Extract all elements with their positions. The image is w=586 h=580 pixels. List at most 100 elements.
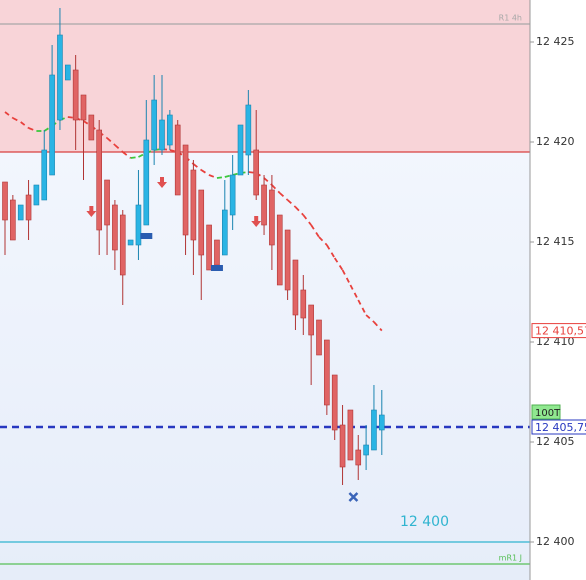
candle-body: [49, 74, 55, 176]
candle-body: [190, 169, 197, 241]
level-label: R1 4h: [499, 14, 522, 23]
moving-average: [138, 152, 147, 158]
candle-body: [80, 94, 87, 121]
price-label: 12 405,75: [535, 421, 586, 434]
y-tick-label: 12 400: [536, 535, 575, 548]
moving-average: [294, 206, 304, 216]
candle-body: [10, 199, 16, 241]
y-tick-label: 12 425: [536, 35, 575, 48]
moving-average: [318, 236, 328, 246]
candle-body: [324, 339, 330, 406]
signal-cross: [348, 492, 359, 502]
candle-body: [300, 289, 307, 319]
price-box: [531, 419, 586, 435]
sell-arrow: [86, 206, 97, 217]
moving-average: [28, 127, 37, 132]
level-label: 12 400: [400, 514, 449, 530]
candle-body: [284, 229, 291, 291]
moving-average: [357, 299, 367, 316]
moving-average: [287, 199, 297, 208]
moving-average: [83, 120, 92, 127]
candle-body: [214, 239, 220, 266]
moving-average: [4, 111, 14, 119]
candle-body: [245, 104, 252, 156]
y-tick-label: 12 420: [536, 135, 575, 148]
candle-body: [167, 114, 173, 146]
moving-average: [43, 125, 53, 132]
candle-body: [41, 149, 48, 201]
moving-average: [302, 214, 312, 226]
moving-average: [67, 116, 76, 119]
moving-average: [326, 244, 336, 259]
moving-average: [200, 169, 210, 176]
candle-body: [261, 184, 267, 226]
moving-average: [122, 151, 132, 159]
ma-label: 12 410,57: [535, 325, 586, 338]
moving-average: [341, 269, 352, 286]
moving-average: [373, 321, 383, 332]
candle-body: [253, 149, 259, 196]
candle-body: [347, 409, 354, 461]
y-tick-label: 12 405: [536, 435, 575, 448]
candle-body: [371, 409, 377, 451]
candle-body: [127, 239, 134, 246]
candle-body: [96, 129, 102, 231]
candle-body: [88, 114, 95, 141]
level-label: mR1 J: [499, 554, 522, 563]
y-tick-label: 12 410: [536, 335, 575, 348]
resistance-zone: [0, 0, 530, 152]
candle-body: [17, 204, 24, 221]
candle-body: [308, 304, 314, 336]
tag-label: 100T: [535, 408, 561, 419]
signal-block: [140, 233, 153, 239]
candle-body: [2, 181, 8, 221]
moving-average: [208, 174, 218, 179]
candle-body: [57, 34, 63, 121]
moving-average: [20, 121, 30, 129]
candle-body: [316, 319, 322, 356]
candle-body: [237, 124, 244, 176]
candle-body: [339, 424, 346, 468]
candle-body: [292, 259, 299, 316]
candle-body: [135, 204, 142, 246]
moving-average: [271, 184, 281, 194]
y-tick-label: 12 415: [536, 235, 575, 248]
candle-body: [206, 224, 212, 271]
moving-average: [349, 284, 360, 301]
moving-average: [232, 172, 241, 176]
moving-average: [192, 163, 202, 171]
candle-body: [33, 184, 40, 206]
sell-arrow: [251, 216, 262, 227]
moving-average: [106, 137, 116, 146]
candle-body: [112, 204, 118, 251]
price-box: [531, 323, 586, 339]
signal-block: [210, 265, 223, 271]
tag-box: [531, 404, 561, 420]
moving-average: [365, 314, 375, 323]
candle-body: [182, 144, 189, 236]
candle-body: [363, 444, 369, 456]
moving-average: [248, 171, 257, 174]
sell-arrow: [157, 177, 167, 188]
candle-body: [104, 179, 110, 226]
candle-body: [119, 214, 126, 276]
moving-average: [310, 224, 320, 238]
candle-body: [25, 194, 32, 221]
candle-body: [198, 189, 205, 256]
candle-body: [276, 214, 283, 286]
moving-average: [12, 117, 22, 123]
moving-average: [216, 176, 225, 179]
moving-average: [169, 149, 178, 153]
candle-body: [378, 414, 385, 431]
moving-average: [130, 156, 139, 159]
candle-body: [151, 99, 157, 151]
moving-average: [114, 144, 124, 153]
moving-average: [333, 257, 344, 271]
candle-body: [72, 69, 79, 121]
candle-body: [143, 139, 150, 226]
candle-body: [159, 119, 165, 151]
candle-body: [65, 64, 71, 81]
moving-average: [224, 174, 233, 178]
